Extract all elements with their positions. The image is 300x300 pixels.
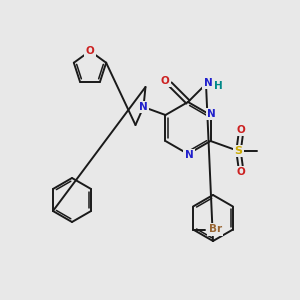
Text: O: O	[236, 167, 245, 177]
Text: N: N	[139, 102, 148, 112]
Text: S: S	[235, 146, 242, 156]
Text: H: H	[214, 81, 222, 91]
Text: N: N	[207, 109, 216, 119]
Text: N: N	[204, 78, 212, 88]
Text: N: N	[184, 150, 194, 160]
Text: O: O	[236, 125, 245, 135]
Text: O: O	[160, 76, 169, 86]
Text: O: O	[85, 46, 94, 56]
Text: Br: Br	[208, 224, 222, 235]
